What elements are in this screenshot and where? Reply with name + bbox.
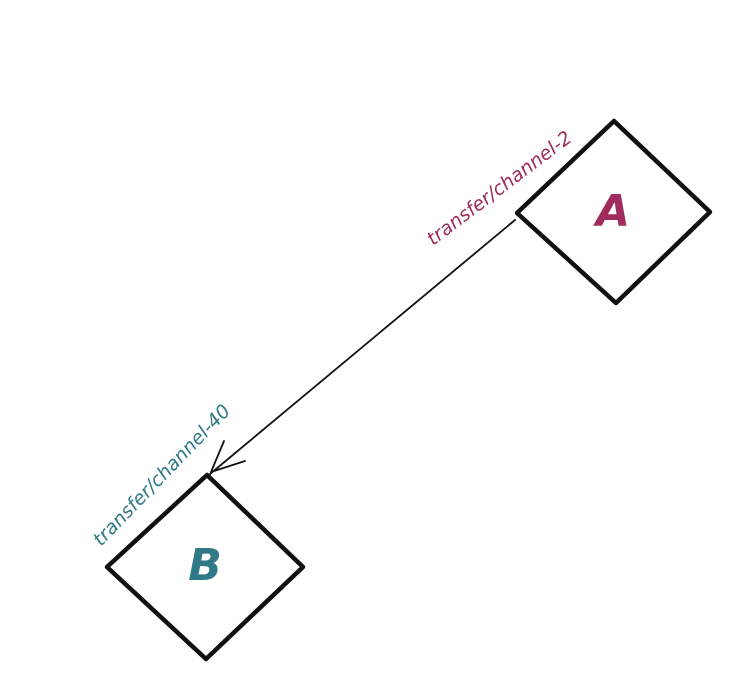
- node-b[interactable]: B: [104, 472, 306, 662]
- channel-connection: [209, 219, 516, 475]
- node-a[interactable]: A: [514, 118, 713, 306]
- arrowhead-icon: [210, 440, 246, 473]
- node-b-label: B: [188, 540, 222, 591]
- node-b-diamond: [104, 472, 306, 662]
- node-a-diamond: [514, 118, 713, 306]
- connection-line: [209, 219, 516, 475]
- node-a-label: A: [593, 186, 630, 237]
